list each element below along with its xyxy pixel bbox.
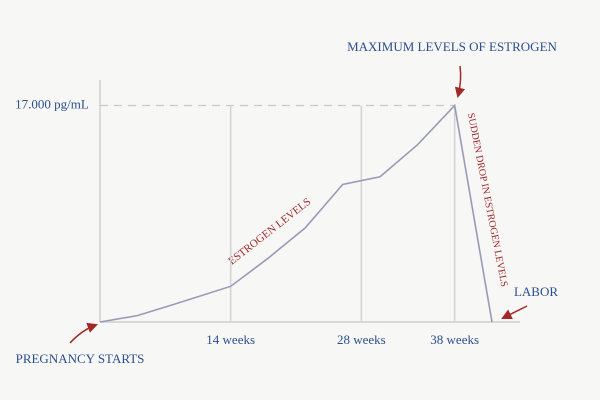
arrow: [69, 322, 98, 344]
x-tick-label: 14 weeks: [206, 332, 255, 347]
y-tick-label: 17.000 pg/mL: [15, 96, 89, 111]
annotation: PREGNANCY STARTS: [16, 351, 145, 366]
arrow: [501, 305, 528, 319]
line: [99, 103, 493, 323]
annotation: MAXIMUM LEVELS OF ESTROGEN: [347, 39, 557, 54]
annotation: LABOR: [514, 284, 558, 299]
arrow: [454, 65, 466, 99]
x-tick-label: 38 weeks: [430, 332, 479, 347]
x-tick-label: 28 weeks: [337, 332, 386, 347]
